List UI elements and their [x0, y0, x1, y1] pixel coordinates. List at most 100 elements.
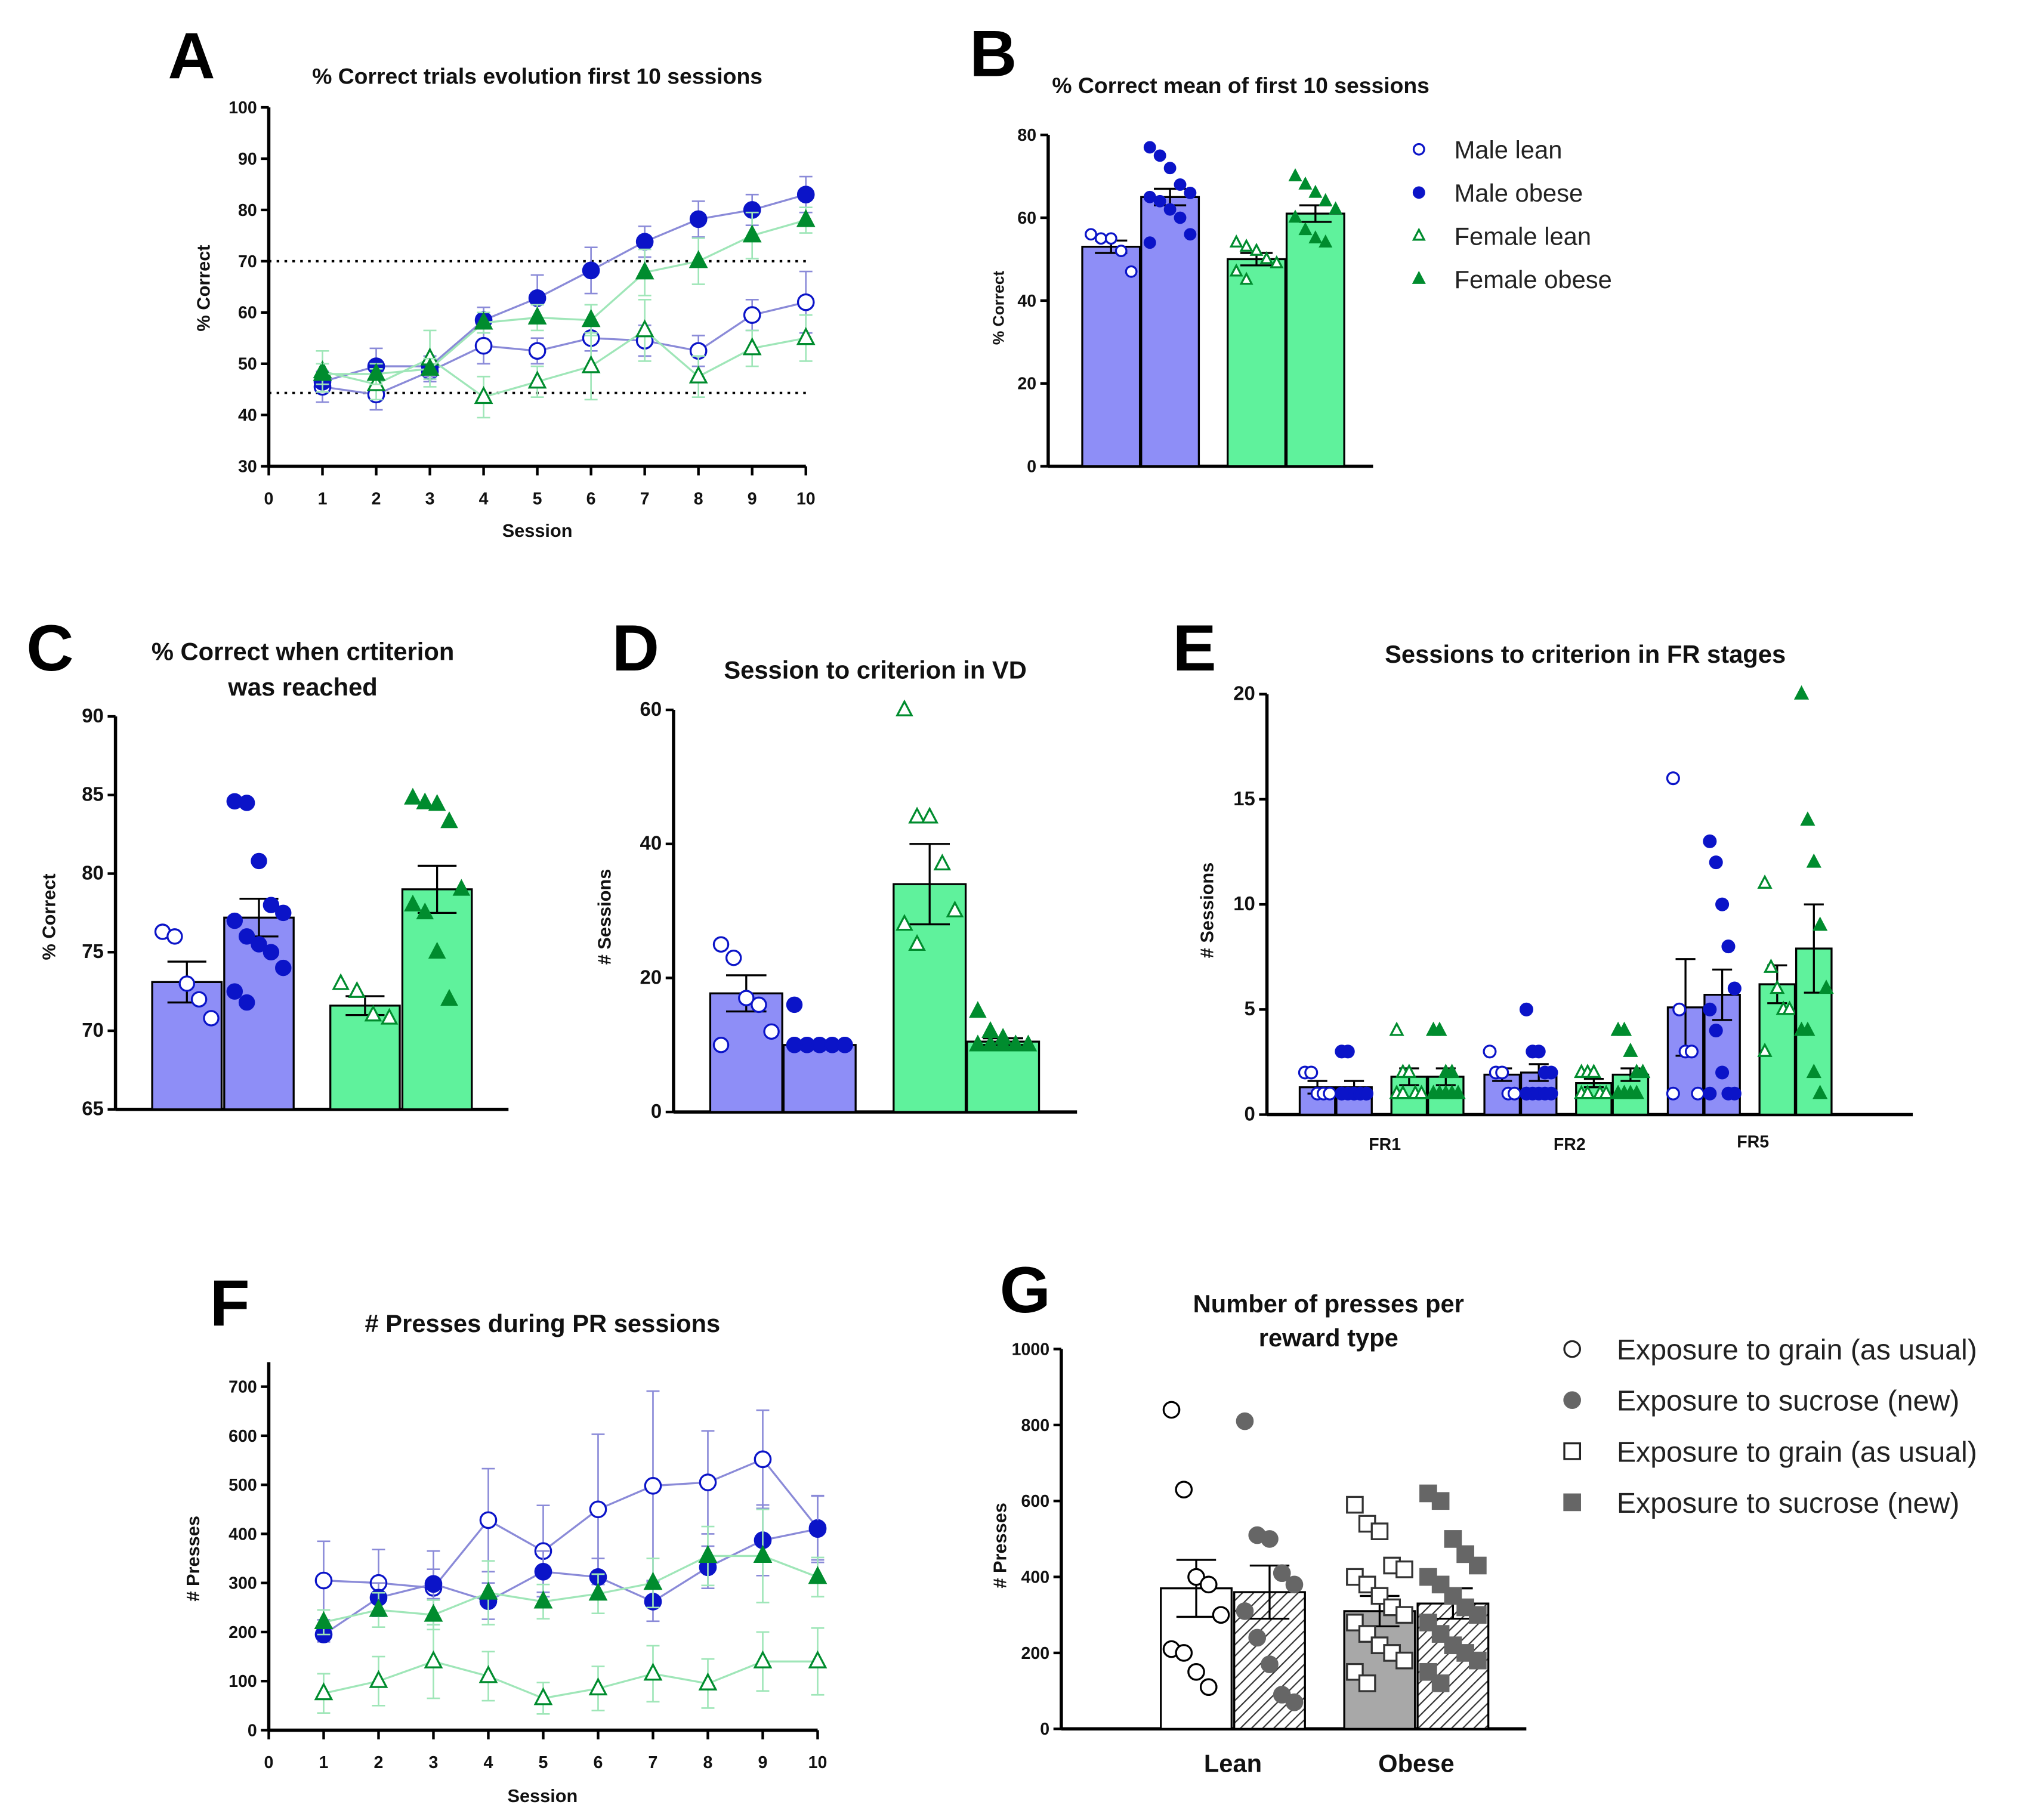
chart-f-ytick-label: 0	[248, 1721, 257, 1740]
chart-b-data-point	[1153, 149, 1166, 162]
series-male-obese	[314, 1494, 827, 1643]
chart-b-ytick-label: 80	[1017, 126, 1036, 145]
legend-label-obese-sucrose: Exposure to sucrose (new)	[1617, 1487, 1959, 1519]
chart-d-data-point	[908, 934, 926, 951]
chart-c-data-point	[380, 1008, 399, 1025]
data-point	[581, 309, 601, 327]
chart-a-xtick-label: 3	[425, 489, 435, 508]
chart-f-ytick-label: 100	[229, 1672, 257, 1691]
chart-d-data-point	[946, 900, 964, 917]
chart-b-data-point	[1104, 232, 1117, 245]
chart-e-bar-group	[1298, 1065, 1337, 1116]
chart-e-data-point	[1483, 1044, 1497, 1059]
chart-c-data-point	[263, 944, 280, 960]
chart-a-ytick-label: 30	[238, 458, 257, 477]
chart-e-ytick-label: 5	[1245, 997, 1255, 1019]
legend-label-lean-grain: Exposure to grain (as usual)	[1617, 1334, 1977, 1366]
legend-marker	[1412, 186, 1425, 199]
chart-e-data-point	[1709, 855, 1723, 870]
data-point	[796, 293, 815, 311]
chart-g-data-point	[1395, 1651, 1413, 1670]
chart-b-data-point	[1143, 236, 1156, 249]
data-point	[581, 355, 601, 373]
chart-c-data-point	[404, 787, 422, 805]
chart-c-ytick-label: 90	[82, 704, 104, 727]
chart-d-ylabel: # Sessions	[594, 869, 615, 965]
chart-b-bar-group	[1227, 234, 1286, 468]
chart-b-ytick-label: 40	[1017, 292, 1036, 311]
legend-marker	[1412, 271, 1426, 284]
chart-g-data-point	[1346, 1495, 1364, 1514]
chart-b-ytick-label: 60	[1017, 209, 1036, 228]
chart-g-data-point	[1248, 1628, 1267, 1647]
chart-e-data-point	[1401, 1064, 1417, 1078]
series-line	[323, 1660, 818, 1699]
chart-e-data-point	[1413, 1084, 1429, 1099]
chart-e-data-point	[1703, 834, 1717, 848]
chart-g-category-lean: Lean	[1204, 1750, 1262, 1778]
data-point	[689, 210, 708, 228]
chart-d-data-point	[994, 1034, 1012, 1052]
series-line	[322, 301, 807, 396]
chart-b-data-point	[1329, 201, 1343, 215]
chart-e-data-point	[1691, 1086, 1705, 1101]
chart-g-bar-group	[1233, 1412, 1306, 1730]
chart-g-data-point	[1187, 1662, 1205, 1681]
chart-e-data-point	[1721, 940, 1736, 954]
chart-f-ytick-label: 200	[229, 1623, 257, 1642]
chart-e-data-point	[1580, 1084, 1595, 1099]
chart-f-xtick-label: 4	[484, 1753, 493, 1772]
data-point	[643, 1571, 663, 1590]
chart-f-xtick-label: 5	[539, 1753, 548, 1772]
chart-e-title: Sessions to criterion in FR stages	[1385, 640, 1786, 668]
chart-b-data-point	[1184, 186, 1197, 199]
chart-e-data-point	[1703, 1002, 1717, 1016]
data-point	[420, 357, 440, 376]
data-point	[533, 1590, 553, 1609]
data-point	[688, 365, 708, 384]
chart-f-xlabel: Session	[507, 1785, 578, 1806]
chart-e-data-point	[1666, 771, 1680, 786]
chart-g-title-line2: reward type	[1259, 1324, 1398, 1352]
legend-label-female-obese: Female obese	[1455, 265, 1612, 293]
chart-e-data-point	[1715, 1065, 1730, 1080]
chart-b-ylabel: % Correct	[989, 271, 1007, 345]
chart-e-data-point	[1389, 1021, 1404, 1036]
chart-f-ylabel: # Presses	[183, 1516, 203, 1601]
chart-e-data-point	[1757, 874, 1773, 889]
chart-e-bar-group	[1574, 1064, 1614, 1116]
chart-f-xtick-label: 8	[703, 1753, 713, 1772]
chart-c-data-point	[416, 902, 434, 920]
chart-e-ytick-label: 10	[1233, 892, 1255, 914]
data-point	[474, 336, 493, 355]
chart-b-data-point	[1308, 184, 1323, 198]
chart-g-ytick-label: 400	[1021, 1568, 1049, 1587]
chart-a-ytick-label: 70	[238, 252, 257, 271]
legend-marker	[1563, 1493, 1582, 1512]
data-point	[688, 250, 708, 268]
data-point	[582, 261, 600, 280]
chart-e-category-fr2: FR2	[1554, 1135, 1586, 1154]
chart-a-ytick-label: 60	[238, 304, 257, 323]
panel-letter-a: A	[168, 20, 215, 93]
panel-letter-e: E	[1173, 612, 1216, 685]
chart-g-data-point	[1175, 1481, 1193, 1498]
chart-e-bar-group	[1666, 771, 1705, 1116]
chart-c-data-point	[263, 897, 280, 913]
chart-d-data-point	[1006, 1034, 1025, 1052]
chart-g-ytick-label: 1000	[1012, 1340, 1049, 1359]
chart-d-ytick-label: 20	[640, 966, 662, 988]
chart-a-ytick-label: 50	[238, 355, 257, 374]
chart-g-data-point	[1469, 1651, 1487, 1670]
chart-c-data-point	[203, 1010, 220, 1027]
chart-f-xtick-label: 2	[374, 1753, 384, 1772]
chart-e-category-fr1: FR1	[1369, 1135, 1401, 1154]
data-point	[753, 1650, 773, 1668]
data-point	[635, 261, 654, 280]
chart-c-title-line2: was reached	[227, 673, 377, 701]
chart-e-bar-group	[1389, 1021, 1429, 1116]
chart-d-data-point	[751, 996, 767, 1013]
chart-e-data-point	[1519, 1002, 1533, 1016]
chart-e-data-point	[1532, 1044, 1546, 1059]
chart-b-data-point	[1308, 230, 1323, 243]
